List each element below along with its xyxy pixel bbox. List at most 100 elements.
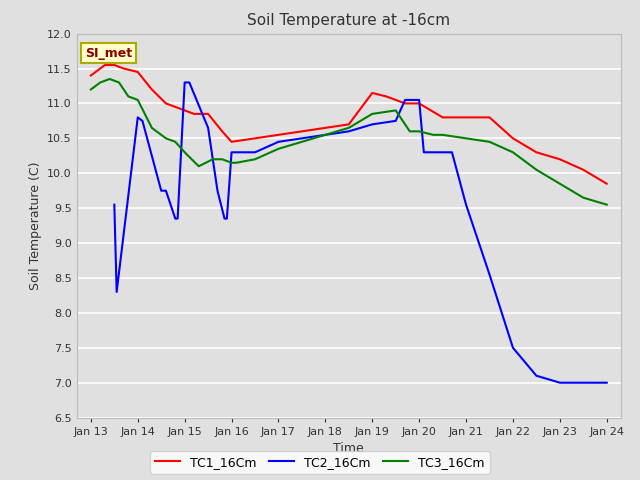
TC3_16Cm xyxy=(134,97,141,103)
TC1_16Cm xyxy=(101,62,109,68)
TC1_16Cm xyxy=(134,69,141,75)
X-axis label: Time: Time xyxy=(333,442,364,455)
TC3_16Cm xyxy=(162,135,170,141)
TC2_16Cm xyxy=(462,202,470,207)
TC1_16Cm xyxy=(462,115,470,120)
TC2_16Cm xyxy=(172,216,179,221)
TC2_16Cm xyxy=(448,149,456,155)
TC3_16Cm xyxy=(232,160,240,166)
TC2_16Cm xyxy=(509,345,516,351)
Line: TC2_16Cm: TC2_16Cm xyxy=(115,83,607,383)
TC1_16Cm xyxy=(148,86,156,92)
TC3_16Cm xyxy=(218,156,226,162)
TC3_16Cm xyxy=(275,146,282,152)
TC1_16Cm xyxy=(228,139,236,144)
TC2_16Cm xyxy=(134,115,141,120)
TC2_16Cm xyxy=(420,149,428,155)
TC3_16Cm xyxy=(486,139,493,144)
TC2_16Cm xyxy=(345,129,353,134)
TC3_16Cm xyxy=(462,135,470,141)
TC2_16Cm xyxy=(228,149,236,155)
TC1_16Cm xyxy=(603,181,611,187)
TC3_16Cm xyxy=(172,139,179,144)
TC1_16Cm xyxy=(345,121,353,127)
TC2_16Cm xyxy=(223,216,230,221)
TC2_16Cm xyxy=(181,80,189,85)
TC1_16Cm xyxy=(298,129,306,134)
TC1_16Cm xyxy=(439,115,447,120)
TC3_16Cm xyxy=(429,132,437,138)
TC3_16Cm xyxy=(369,111,376,117)
TC1_16Cm xyxy=(383,94,390,99)
Legend: TC1_16Cm, TC2_16Cm, TC3_16Cm: TC1_16Cm, TC2_16Cm, TC3_16Cm xyxy=(150,451,490,474)
Line: TC3_16Cm: TC3_16Cm xyxy=(91,79,607,204)
TC2_16Cm xyxy=(579,380,587,385)
TC2_16Cm xyxy=(556,380,564,385)
TC2_16Cm xyxy=(369,121,376,127)
Line: TC1_16Cm: TC1_16Cm xyxy=(91,65,607,184)
TC1_16Cm xyxy=(579,167,587,173)
TC3_16Cm xyxy=(251,156,259,162)
TC1_16Cm xyxy=(218,129,226,134)
TC1_16Cm xyxy=(172,104,179,110)
TC2_16Cm xyxy=(186,80,193,85)
Text: SI_met: SI_met xyxy=(85,47,132,60)
TC3_16Cm xyxy=(532,167,540,173)
TC1_16Cm xyxy=(556,156,564,162)
TC1_16Cm xyxy=(162,100,170,106)
TC2_16Cm xyxy=(221,216,228,221)
TC3_16Cm xyxy=(603,202,611,207)
TC2_16Cm xyxy=(415,97,423,103)
TC3_16Cm xyxy=(556,181,564,187)
TC3_16Cm xyxy=(415,129,423,134)
TC3_16Cm xyxy=(97,80,104,85)
TC3_16Cm xyxy=(106,76,113,82)
TC2_16Cm xyxy=(251,149,259,155)
TC2_16Cm xyxy=(111,202,118,207)
TC3_16Cm xyxy=(209,156,216,162)
TC1_16Cm xyxy=(190,111,198,117)
TC3_16Cm xyxy=(87,86,95,92)
TC1_16Cm xyxy=(120,66,127,72)
TC3_16Cm xyxy=(509,149,516,155)
TC3_16Cm xyxy=(439,132,447,138)
TC3_16Cm xyxy=(298,139,306,144)
TC2_16Cm xyxy=(162,188,170,193)
TC3_16Cm xyxy=(392,108,399,113)
TC2_16Cm xyxy=(204,125,212,131)
TC2_16Cm xyxy=(392,118,399,124)
TC3_16Cm xyxy=(321,132,329,138)
TC1_16Cm xyxy=(486,115,493,120)
TC1_16Cm xyxy=(275,132,282,138)
TC2_16Cm xyxy=(157,188,165,193)
TC3_16Cm xyxy=(148,125,156,131)
TC1_16Cm xyxy=(204,111,212,117)
TC2_16Cm xyxy=(174,216,182,221)
Title: Soil Temperature at -16cm: Soil Temperature at -16cm xyxy=(247,13,451,28)
TC1_16Cm xyxy=(251,135,259,141)
TC2_16Cm xyxy=(139,118,147,124)
TC2_16Cm xyxy=(401,97,409,103)
TC3_16Cm xyxy=(125,94,132,99)
TC3_16Cm xyxy=(579,195,587,201)
TC1_16Cm xyxy=(532,149,540,155)
TC2_16Cm xyxy=(298,135,306,141)
TC2_16Cm xyxy=(275,139,282,144)
TC2_16Cm xyxy=(214,188,221,193)
TC2_16Cm xyxy=(603,380,611,385)
TC2_16Cm xyxy=(532,373,540,379)
TC3_16Cm xyxy=(195,163,203,169)
TC1_16Cm xyxy=(401,100,409,106)
TC3_16Cm xyxy=(228,160,236,166)
TC3_16Cm xyxy=(406,129,413,134)
TC1_16Cm xyxy=(509,135,516,141)
TC1_16Cm xyxy=(321,125,329,131)
TC1_16Cm xyxy=(87,72,95,78)
TC3_16Cm xyxy=(115,80,123,85)
TC1_16Cm xyxy=(415,100,423,106)
TC1_16Cm xyxy=(111,62,118,68)
TC2_16Cm xyxy=(486,272,493,277)
TC3_16Cm xyxy=(181,149,189,155)
Y-axis label: Soil Temperature (C): Soil Temperature (C) xyxy=(29,161,42,290)
TC1_16Cm xyxy=(369,90,376,96)
